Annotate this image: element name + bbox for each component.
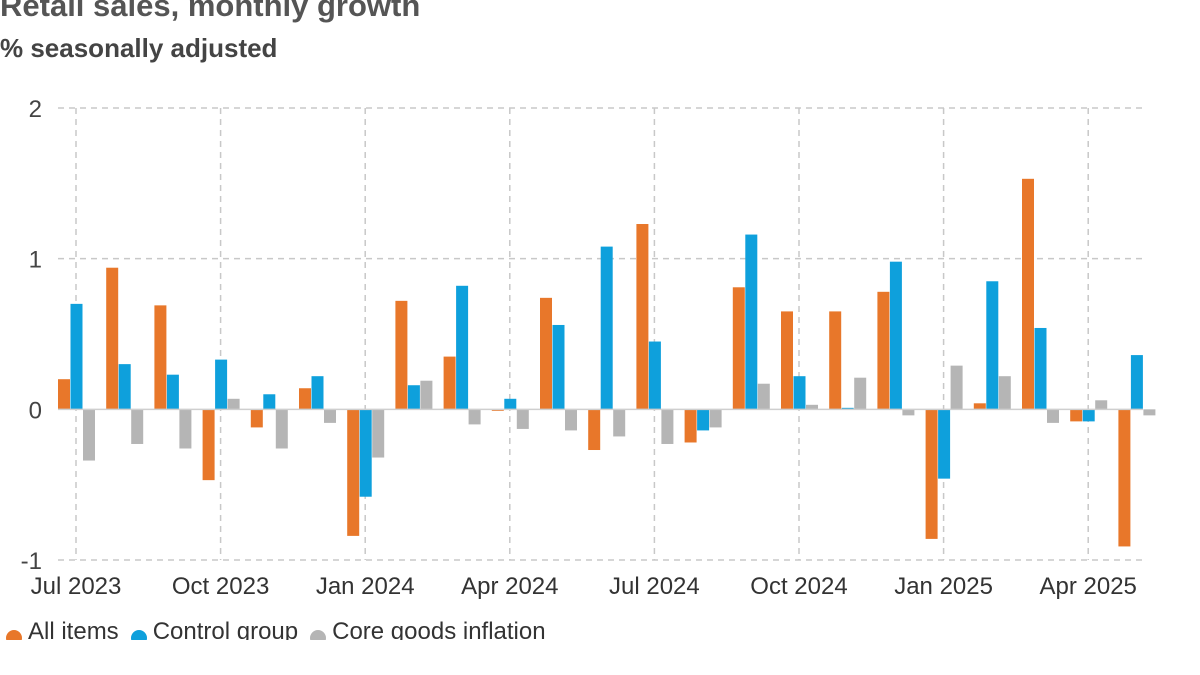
bar-core-goods-inflation-dec-2024 — [902, 409, 915, 416]
bar-control-group-aug-2023 — [118, 364, 131, 410]
legend-label-control-group: Control group — [152, 618, 299, 640]
bar-control-group-apr-2025 — [1082, 409, 1095, 422]
bar-control-group-may-2024 — [552, 324, 565, 410]
bar-core-goods-inflation-jul-2024 — [661, 409, 674, 444]
bar-all-items-may-2024 — [540, 297, 552, 410]
legend-item-core-goods-inflation: Core goods inflation — [310, 618, 546, 640]
bar-core-goods-inflation-oct-2023 — [227, 398, 240, 410]
y-tick-label: 1 — [29, 247, 42, 274]
bar-control-group-feb-2025 — [986, 281, 999, 410]
bar-control-group-dec-2023 — [311, 376, 324, 410]
bar-all-items-jan-2024 — [347, 409, 360, 536]
bar-all-items-feb-2025 — [973, 403, 986, 410]
bar-all-items-nov-2023 — [250, 409, 263, 428]
bars — [58, 178, 1156, 547]
bar-core-goods-inflation-jan-2025 — [950, 365, 963, 410]
bar-all-items-sep-2024 — [732, 287, 745, 410]
bar-core-goods-inflation-oct-2024 — [806, 404, 818, 410]
bar-core-goods-inflation-apr-2024 — [516, 409, 529, 429]
bar-core-goods-inflation-aug-2023 — [131, 409, 144, 444]
bar-all-items-nov-2024 — [829, 311, 842, 410]
bar-all-items-dec-2024 — [877, 291, 890, 410]
bar-control-group-dec-2024 — [889, 261, 902, 410]
bar-all-items-apr-2025 — [1070, 409, 1083, 422]
y-tick-label: 0 — [29, 397, 42, 424]
legend-swatch-control-group — [130, 630, 147, 640]
legend-swatch-all-items — [6, 630, 22, 640]
bar-core-goods-inflation-sep-2023 — [179, 409, 192, 449]
bar-core-goods-inflation-nov-2024 — [854, 377, 867, 410]
x-tick-label: Oct 2023 — [172, 573, 269, 600]
bar-core-goods-inflation-mar-2025 — [1047, 409, 1059, 423]
bar-all-items-aug-2024 — [684, 409, 697, 443]
bar-core-goods-inflation-aug-2024 — [709, 409, 722, 428]
legend-label-core-goods-inflation: Core goods inflation — [332, 618, 546, 640]
x-tick-label: Apr 2024 — [461, 573, 558, 600]
bar-all-items-aug-2023 — [106, 267, 119, 410]
bar-control-group-jun-2024 — [600, 246, 613, 410]
bar-all-items-dec-2023 — [299, 388, 311, 410]
y-axis-ticks: 2 1 0 -1 — [21, 96, 42, 575]
bar-all-items-apr-2024 — [491, 409, 504, 411]
bar-core-goods-inflation-jan-2024 — [372, 409, 385, 458]
x-tick-label: Jul 2024 — [609, 573, 700, 600]
bar-control-group-jul-2023 — [70, 303, 83, 410]
bar-all-items-jan-2025 — [925, 409, 938, 539]
bar-core-goods-inflation-dec-2023 — [324, 409, 336, 423]
chart-subtitle: % seasonally adjusted — [0, 33, 278, 63]
y-tick-label: 2 — [29, 96, 42, 123]
bar-control-group-jan-2024 — [359, 409, 372, 497]
bar-all-items-sep-2023 — [154, 305, 167, 410]
chart-title: Retail sales, monthly growth — [0, 0, 421, 23]
bar-core-goods-inflation-sep-2024 — [757, 383, 770, 410]
bar-control-group-aug-2024 — [697, 409, 710, 431]
grid-lines — [58, 107, 1143, 561]
legend: All items Control group Core goods infla… — [6, 618, 558, 640]
x-tick-label: Oct 2024 — [750, 573, 847, 600]
bar-all-items-jul-2024 — [636, 224, 649, 410]
bar-all-items-mar-2025 — [1022, 178, 1034, 410]
bar-control-group-mar-2024 — [456, 285, 469, 410]
x-tick-label: Jan 2024 — [316, 573, 415, 600]
legend-item-control-group: Control group — [130, 618, 299, 640]
y-tick-label: -1 — [21, 548, 42, 575]
bar-core-goods-inflation-nov-2023 — [275, 409, 288, 449]
bar-control-group-nov-2023 — [263, 394, 276, 410]
bar-control-group-oct-2024 — [793, 376, 806, 410]
bar-all-items-oct-2023 — [202, 409, 215, 481]
bar-all-items-may-2025 — [1118, 409, 1131, 547]
bar-core-goods-inflation-feb-2024 — [420, 380, 433, 410]
bar-control-group-feb-2024 — [407, 385, 420, 410]
bar-control-group-sep-2024 — [745, 234, 758, 410]
bar-all-items-jul-2023 — [58, 379, 70, 410]
legend-item-all-items: All items — [6, 618, 119, 640]
x-axis-ticks: Jul 2023 Oct 2023 Jan 2024 Apr 2024 Jul 2024… — [31, 573, 1137, 600]
legend-swatch-core-goods-inflation — [310, 630, 327, 640]
bar-control-group-oct-2023 — [215, 359, 228, 410]
x-tick-label: Apr 2025 — [1039, 573, 1136, 600]
bar-control-group-jul-2024 — [648, 341, 661, 410]
legend-label-all-items: All items — [28, 618, 119, 640]
bar-all-items-oct-2024 — [781, 311, 793, 410]
bar-core-goods-inflation-jul-2023 — [83, 409, 95, 461]
bar-core-goods-inflation-may-2025 — [1143, 409, 1156, 416]
bar-control-group-sep-2023 — [166, 374, 179, 410]
bar-all-items-feb-2024 — [395, 300, 408, 410]
bar-core-goods-inflation-feb-2025 — [998, 376, 1011, 410]
bar-core-goods-inflation-apr-2025 — [1095, 400, 1108, 410]
bar-core-goods-inflation-jun-2024 — [613, 409, 626, 437]
bar-core-goods-inflation-may-2024 — [565, 409, 577, 431]
bar-all-items-mar-2024 — [443, 356, 456, 410]
x-tick-label: Jul 2023 — [31, 573, 122, 600]
bar-control-group-apr-2024 — [504, 398, 517, 410]
bar-control-group-may-2025 — [1130, 355, 1143, 410]
bar-control-group-mar-2025 — [1034, 327, 1047, 410]
bar-core-goods-inflation-mar-2024 — [468, 409, 481, 425]
bar-control-group-jan-2025 — [938, 409, 951, 479]
x-tick-label: Jan 2025 — [894, 573, 993, 600]
bar-all-items-jun-2024 — [588, 409, 601, 451]
